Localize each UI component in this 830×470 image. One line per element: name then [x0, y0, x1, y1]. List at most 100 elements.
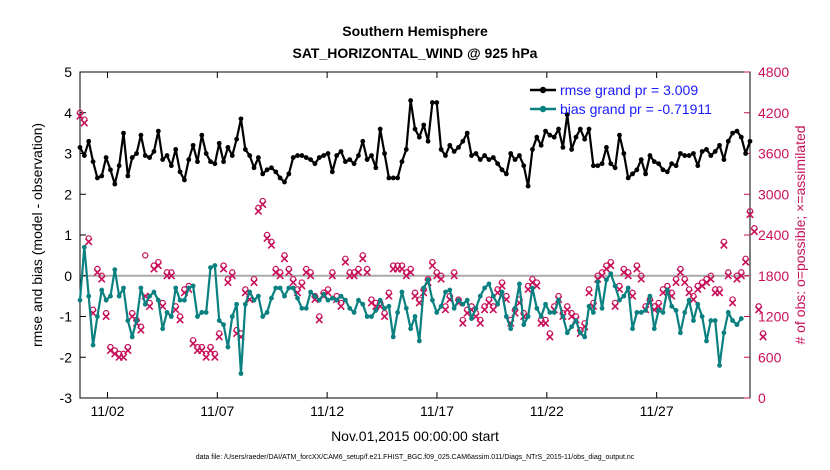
- rmse-point: [221, 159, 226, 165]
- rmse-point: [212, 161, 218, 167]
- legend-rmse-marker: [539, 86, 547, 94]
- bias-point: [338, 293, 344, 299]
- bias-point: [347, 305, 353, 311]
- bias-point: [599, 305, 605, 311]
- obs-possible-marker: [703, 275, 710, 283]
- rmse-point: [116, 163, 122, 169]
- bias-point: [251, 297, 257, 303]
- obs-possible-marker: [490, 303, 497, 310]
- bias-point: [525, 314, 531, 319]
- rmse-point: [99, 173, 105, 179]
- y-right-tick-label: 4200: [758, 105, 789, 121]
- obs-possible-marker: [211, 350, 219, 358]
- rmse-point: [299, 153, 305, 158]
- rmse-point: [582, 136, 588, 142]
- bias-point: [686, 297, 692, 303]
- rmse-point: [530, 147, 535, 152]
- bias-point: [199, 310, 205, 315]
- obs-possible-marker: [598, 269, 606, 276]
- rmse-point: [408, 98, 414, 103]
- bias-point: [260, 314, 266, 319]
- rmse-point: [634, 167, 640, 173]
- obs-possible-marker: [711, 286, 719, 293]
- rmse-point: [495, 161, 501, 167]
- rmse-point: [186, 157, 192, 163]
- obs-possible-marker: [607, 258, 614, 266]
- bias-point: [290, 285, 296, 291]
- bias-point: [173, 285, 179, 291]
- bias-point: [630, 326, 635, 332]
- bias-point: [625, 285, 631, 291]
- bias-point: [329, 295, 335, 301]
- rmse-point: [168, 163, 174, 169]
- y-right-tick-label: 2400: [758, 227, 789, 243]
- rmse-point: [521, 163, 527, 169]
- obs-possible-marker: [285, 265, 293, 273]
- rmse-point: [590, 163, 596, 169]
- rmse-point: [247, 153, 253, 158]
- bias-point: [203, 310, 209, 315]
- bias-point: [617, 297, 622, 303]
- rmse-point: [638, 157, 644, 163]
- rmse-point: [699, 149, 705, 154]
- bias-point: [334, 297, 340, 303]
- rmse-point: [173, 147, 179, 152]
- bias-point: [216, 318, 222, 323]
- rmse-point: [664, 169, 670, 175]
- rmse-point: [486, 157, 492, 163]
- bias-point: [564, 330, 570, 336]
- obs-possible-marker: [385, 289, 393, 296]
- rmse-point: [469, 153, 474, 158]
- bias-point: [660, 310, 666, 315]
- rmse-point: [625, 175, 631, 181]
- legend: rmse grand pr = 3.009 bias grand pr = -0…: [530, 82, 712, 117]
- rmse-point: [182, 177, 187, 183]
- obs-possible-marker: [698, 279, 706, 286]
- rmse-point: [342, 159, 348, 165]
- rmse-point: [569, 147, 575, 152]
- x-axis: 11/02 11/07 11/12 11/17 11/22 11/27: [90, 72, 674, 419]
- bias-point: [608, 271, 614, 277]
- obs-possible-marker: [120, 350, 127, 358]
- rmse-point: [103, 155, 109, 160]
- obs-possible-marker: [115, 350, 123, 358]
- data-file-footnote: data file: /Users/raeder/DAI/ATM_forcXX/…: [196, 454, 635, 461]
- obs-possible-marker: [498, 279, 506, 286]
- bias-point: [477, 293, 483, 299]
- bias-point: [638, 310, 644, 315]
- obs-possible-marker: [755, 303, 762, 310]
- bias-point: [225, 344, 231, 350]
- rmse-point: [160, 157, 166, 163]
- rmse-point: [164, 153, 170, 158]
- rmse-point: [147, 155, 153, 160]
- obs-possible-marker: [394, 262, 401, 269]
- bias-point: [634, 310, 640, 315]
- rmse-point: [669, 161, 675, 167]
- rmse-point: [691, 151, 696, 156]
- rmse-point: [573, 134, 579, 140]
- bias-point: [395, 310, 400, 315]
- rmse-point: [216, 140, 222, 146]
- bias-point: [482, 285, 488, 291]
- y-right-tick-label: 0: [758, 390, 766, 406]
- rmse-point: [81, 153, 87, 158]
- rmse-point: [560, 144, 566, 150]
- rmse-point: [499, 167, 505, 173]
- rmse-point: [512, 157, 518, 163]
- obs-possible-marker: [720, 238, 728, 245]
- rmse-point: [369, 153, 374, 158]
- y-left-tick-label: 2: [64, 186, 72, 202]
- bias-point: [460, 301, 466, 307]
- bias-point: [486, 281, 492, 287]
- bias-point: [155, 297, 161, 303]
- obs-possible-marker: [633, 262, 641, 269]
- bias-point: [390, 334, 396, 340]
- y-left-tick-label: -3: [60, 390, 73, 406]
- obs-possible-marker: [685, 286, 693, 293]
- bias-point: [495, 301, 501, 307]
- bias-point: [382, 305, 387, 311]
- bias-point: [186, 285, 192, 291]
- bias-point: [399, 289, 405, 295]
- obs-possible-marker: [207, 343, 214, 351]
- bias-point: [264, 310, 270, 315]
